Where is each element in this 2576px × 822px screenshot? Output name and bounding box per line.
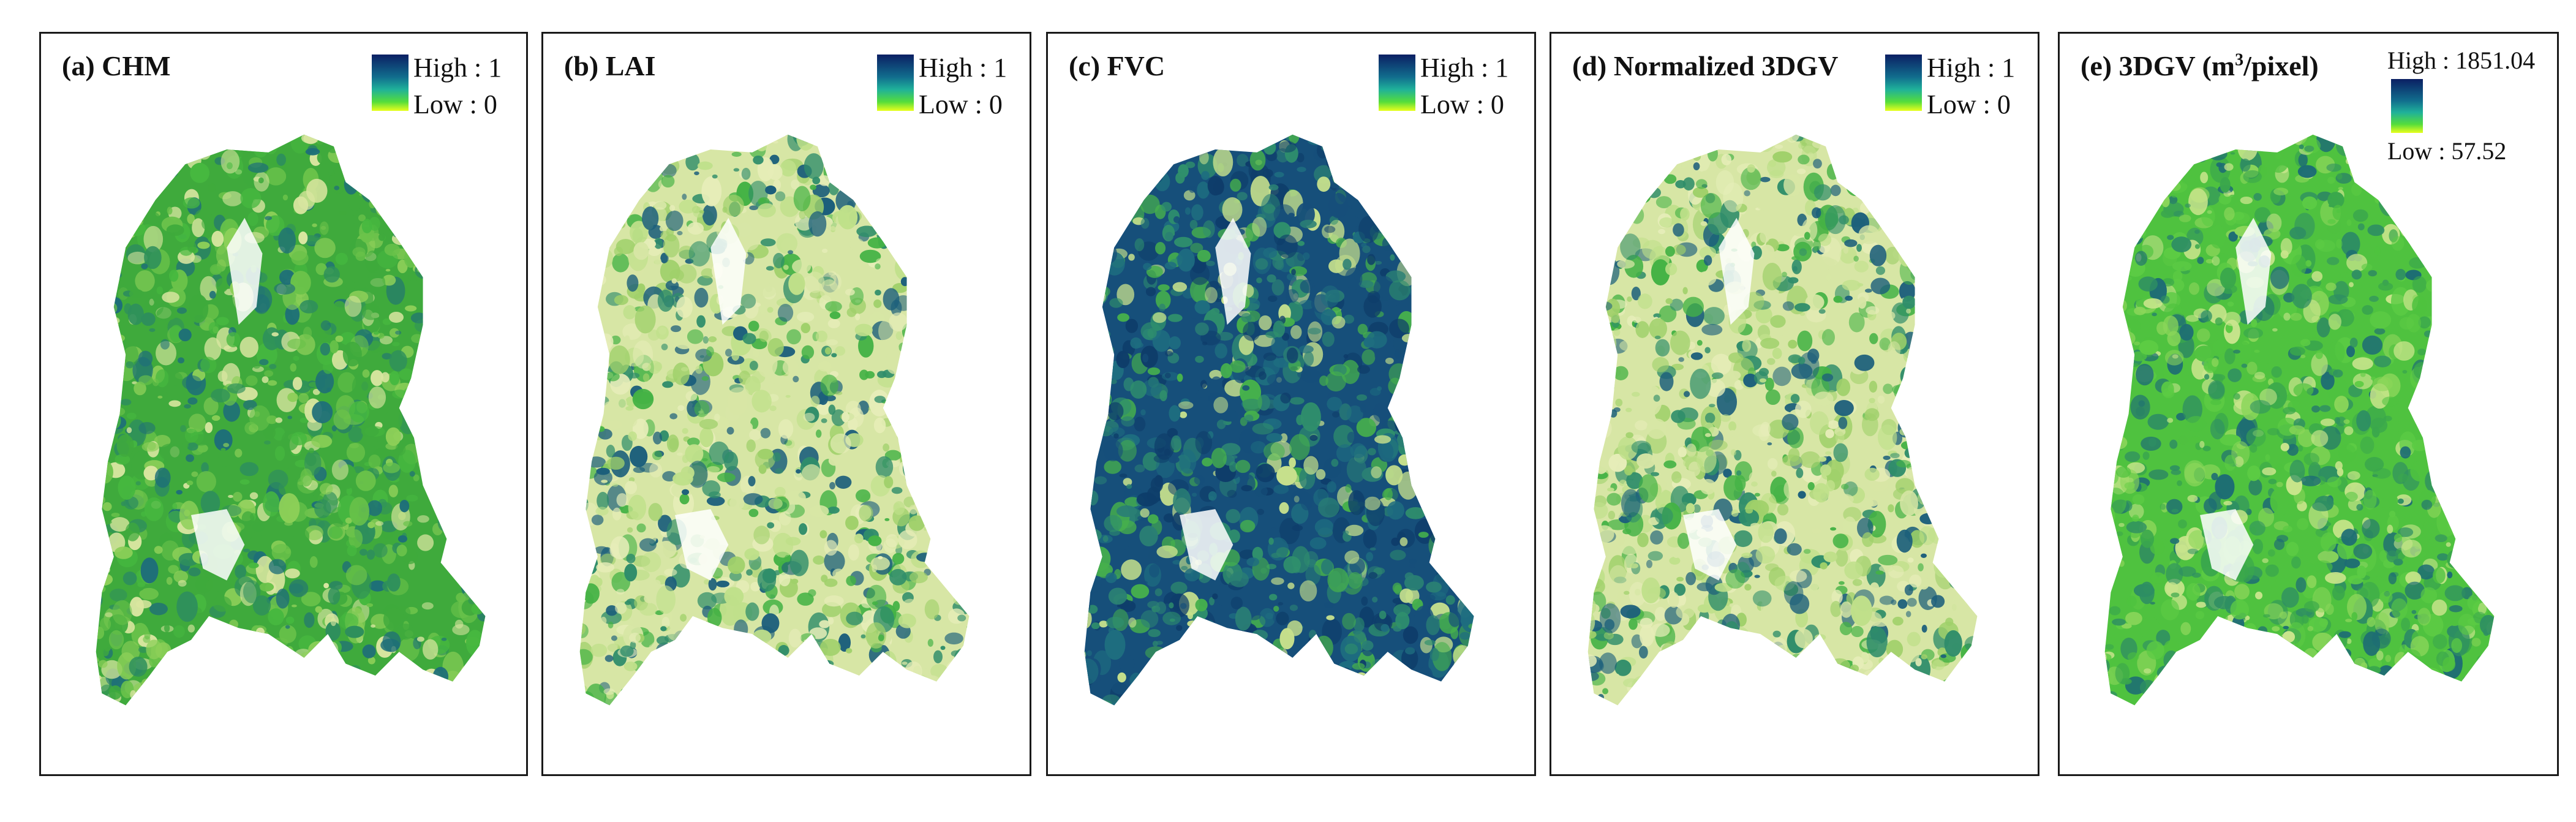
panel-title: (c) FVC <box>1069 50 1166 81</box>
vegetation-map <box>96 134 486 706</box>
no-data-gap <box>2235 217 2272 325</box>
no-data-gap <box>1180 509 1233 581</box>
legend-color-ramp <box>1885 55 1922 111</box>
no-data-gap <box>2200 509 2254 581</box>
legend-high-label: High : 1 <box>1927 53 2016 83</box>
panel-title: (d) Normalized 3DGV <box>1572 50 1839 81</box>
legend-low-label: Low : 0 <box>1927 89 2011 119</box>
panel-3dgv: (e) 3DGV (m3/pixel) High : 1851.04 Low :… <box>2058 32 2559 776</box>
panel-chm: (a) CHM High : 1 Low : 0 <box>39 32 528 776</box>
no-data-gap <box>191 509 245 581</box>
no-data-gap <box>710 217 747 325</box>
legend-high-label: High : 1 <box>919 53 1007 83</box>
no-data-gap <box>227 217 263 325</box>
legend-low-label: Low : 57.52 <box>2387 137 2507 165</box>
panel-fvc: (c) FVC High : 1 Low : 0 <box>1046 32 1536 776</box>
no-data-gap <box>1719 217 1755 325</box>
panel-title: (e) 3DGV (m3/pixel) <box>2081 50 2319 82</box>
vegetation-map <box>1587 134 1978 706</box>
vegetation-map <box>2104 134 2495 706</box>
legend-high-label: High : 1 <box>413 53 502 83</box>
panel-title: (b) LAI <box>564 50 656 81</box>
legend-low-label: Low : 0 <box>413 89 497 119</box>
panel-title: (a) CHM <box>62 50 171 81</box>
legend-low-label: Low : 0 <box>919 89 1003 119</box>
panel-title-main: (e) 3DGV (m <box>2081 50 2235 81</box>
legend-high-label: High : 1 <box>1420 53 1509 83</box>
panel-lai: (b) LAI High : 1 Low : 0 <box>541 32 1031 776</box>
vegetation-map <box>579 134 970 706</box>
legend-color-ramp <box>1379 55 1415 111</box>
no-data-gap <box>1215 217 1251 325</box>
legend-color-ramp <box>372 55 409 111</box>
panel-title-superscript: 3 <box>2235 50 2244 70</box>
legend-color-ramp <box>877 55 914 111</box>
legend-low-label: Low : 0 <box>1420 89 1504 119</box>
legend-color-ramp <box>2391 79 2423 133</box>
vegetation-map <box>1084 134 1474 706</box>
panel-title-tail: /pixel) <box>2243 50 2319 81</box>
legend-high-label: High : 1851.04 <box>2387 47 2536 74</box>
no-data-gap <box>675 509 729 581</box>
panel-normalized-3dgv: (d) Normalized 3DGV High : 1 Low : 0 <box>1550 32 2039 776</box>
no-data-gap <box>1683 509 1737 581</box>
